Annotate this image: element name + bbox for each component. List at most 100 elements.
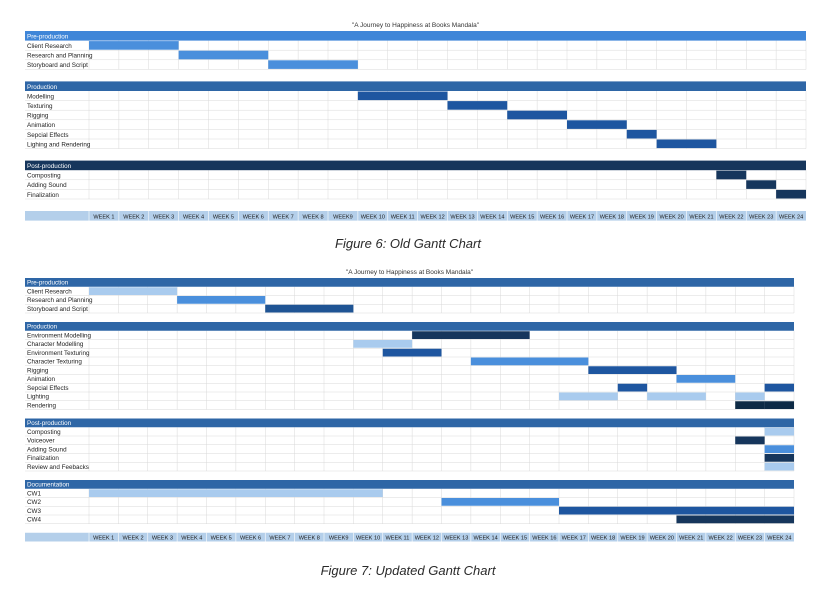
task-bar-finalization bbox=[764, 454, 794, 462]
task-bar-texturing bbox=[447, 101, 508, 110]
task-label-client-research: Client Research bbox=[27, 43, 72, 50]
task-bar-cw2 bbox=[441, 498, 559, 506]
task-bar-review-and-feebacks bbox=[764, 462, 794, 471]
week-label-18: WEEK 18 bbox=[600, 214, 624, 220]
task-label-storyboard-and-script: Storyboard and Script bbox=[27, 306, 88, 313]
task-bar-storyboard-and-script bbox=[268, 60, 358, 69]
task-bar-research-and-planning bbox=[178, 50, 269, 60]
section-label-production: Production bbox=[27, 84, 58, 91]
section-label-documentation: Documentation bbox=[27, 482, 70, 489]
task-label-cw1: CW1 bbox=[27, 490, 41, 497]
task-label-finalization: Finalization bbox=[27, 192, 59, 199]
week-label-23: WEEK 23 bbox=[749, 214, 773, 220]
task-label-rigging: Rigging bbox=[27, 367, 49, 374]
task-label-texturing: Texturing bbox=[27, 103, 53, 110]
week-label-6: WEEK 6 bbox=[243, 214, 264, 220]
section-header-post-production bbox=[25, 160, 806, 171]
week-label-21: WEEK 21 bbox=[679, 535, 703, 541]
task-label-lighing-and-rendering: Lighing and Rendering bbox=[27, 141, 91, 148]
week-label-17: WEEK 17 bbox=[570, 214, 594, 220]
task-bar-lighting-2 bbox=[647, 392, 706, 401]
task-label-rendering: Rendering bbox=[27, 402, 57, 409]
task-bar-environment-texturing bbox=[382, 348, 442, 357]
task-label-review-and-feebacks: Review and Feebacks bbox=[27, 464, 89, 471]
task-bar-animation bbox=[567, 120, 627, 129]
week-label-18: WEEK 18 bbox=[591, 535, 615, 541]
task-bar-character-modelling bbox=[353, 340, 413, 348]
task-label-finalization: Finalization bbox=[27, 455, 59, 462]
task-label-research-and-planning: Research and Planning bbox=[27, 53, 93, 60]
task-bar-composting bbox=[716, 170, 747, 180]
week-label-19: WEEK 19 bbox=[620, 535, 644, 541]
task-label-lighting: Lighting bbox=[27, 394, 50, 401]
week-axis bbox=[25, 211, 806, 221]
week-label-14: WEEK 14 bbox=[480, 214, 504, 220]
week-label-7: WEEK 7 bbox=[269, 535, 290, 541]
task-bar-character-texturing bbox=[470, 357, 589, 366]
week-label-22: WEEK 22 bbox=[719, 214, 743, 220]
section-header-production bbox=[25, 81, 806, 91]
task-bar-composting bbox=[764, 427, 794, 436]
task-bar-modelling bbox=[357, 91, 448, 101]
week-label-11: WEEK 11 bbox=[391, 214, 415, 220]
task-bar-sepcial-effects-1 bbox=[617, 383, 648, 392]
week-label-8: WEEK 8 bbox=[302, 214, 323, 220]
task-bar-animation bbox=[676, 375, 736, 383]
task-label-cw4: CW4 bbox=[27, 517, 41, 524]
task-bar-adding-sound bbox=[746, 180, 777, 189]
week-label-9: WEEK9 bbox=[329, 535, 349, 541]
task-label-modelling: Modelling bbox=[27, 93, 54, 100]
week-label-9: WEEK9 bbox=[333, 214, 353, 220]
week-label-2: WEEK 2 bbox=[122, 535, 143, 541]
week-label-1: WEEK 1 bbox=[93, 214, 114, 220]
section-header-post-production bbox=[25, 418, 794, 428]
week-label-10: WEEK 10 bbox=[361, 214, 385, 220]
week-label-23: WEEK 23 bbox=[738, 535, 762, 541]
week-label-15: WEEK 15 bbox=[503, 535, 527, 541]
task-label-adding-sound: Adding Sound bbox=[27, 182, 67, 189]
week-label-20: WEEK 20 bbox=[659, 214, 683, 220]
week-label-12: WEEK 12 bbox=[420, 214, 444, 220]
task-label-composting: Composting bbox=[27, 429, 61, 436]
task-bar-sepcial-effects bbox=[626, 129, 657, 139]
task-bar-client-research bbox=[89, 41, 179, 50]
week-label-12: WEEK 12 bbox=[415, 535, 439, 541]
section-header-pre-production bbox=[25, 278, 794, 287]
task-bar-environment-modelling bbox=[412, 331, 530, 339]
task-bar-rendering-2 bbox=[764, 401, 794, 409]
task-label-sepcial-effects: Sepcial Effects bbox=[27, 385, 69, 392]
chart-title: "A Journey to Happiness at Books Mandala… bbox=[346, 269, 474, 276]
section-label-post-production: Post-production bbox=[27, 420, 72, 427]
section-label-pre-production: Pre-production bbox=[27, 280, 69, 287]
week-axis bbox=[25, 532, 794, 542]
task-bar-research-and-planning bbox=[177, 296, 266, 304]
task-bar-cw3 bbox=[559, 506, 794, 515]
task-bar-finalization bbox=[776, 189, 806, 199]
section-header-production bbox=[25, 322, 794, 331]
figure-6-caption: Figure 6: Old Gantt Chart bbox=[335, 236, 481, 251]
section-label-production: Production bbox=[27, 324, 58, 331]
task-label-environment-texturing: Environment Texturing bbox=[27, 350, 90, 357]
task-label-client-research: Client Research bbox=[27, 288, 72, 295]
task-label-rigging: Rigging bbox=[27, 113, 49, 120]
task-bar-adding-sound bbox=[764, 445, 794, 453]
task-label-voiceover: Voiceover bbox=[27, 438, 55, 445]
week-label-22: WEEK 22 bbox=[708, 535, 732, 541]
week-label-10: WEEK 10 bbox=[356, 535, 380, 541]
section-label-post-production: Post-production bbox=[27, 163, 72, 170]
task-bar-lighting-3 bbox=[735, 392, 765, 401]
task-label-character-texturing: Character Texturing bbox=[27, 359, 82, 366]
task-bar-voiceover bbox=[735, 436, 765, 445]
week-label-11: WEEK 11 bbox=[386, 535, 410, 541]
week-label-8: WEEK 8 bbox=[299, 535, 320, 541]
task-bar-rendering-1 bbox=[735, 401, 765, 409]
task-bar-lighing-and-rendering bbox=[656, 139, 717, 149]
section-label-pre-production: Pre-production bbox=[27, 33, 69, 40]
week-label-7: WEEK 7 bbox=[273, 214, 294, 220]
week-label-17: WEEK 17 bbox=[562, 535, 586, 541]
week-label-1: WEEK 1 bbox=[93, 535, 114, 541]
task-bar-storyboard-and-script bbox=[265, 304, 354, 313]
updated-gantt-svg: "A Journey to Happiness at Books Mandala… bbox=[25, 269, 795, 542]
task-bar-rigging bbox=[588, 366, 677, 374]
task-label-environment-modelling: Environment Modelling bbox=[27, 332, 92, 339]
